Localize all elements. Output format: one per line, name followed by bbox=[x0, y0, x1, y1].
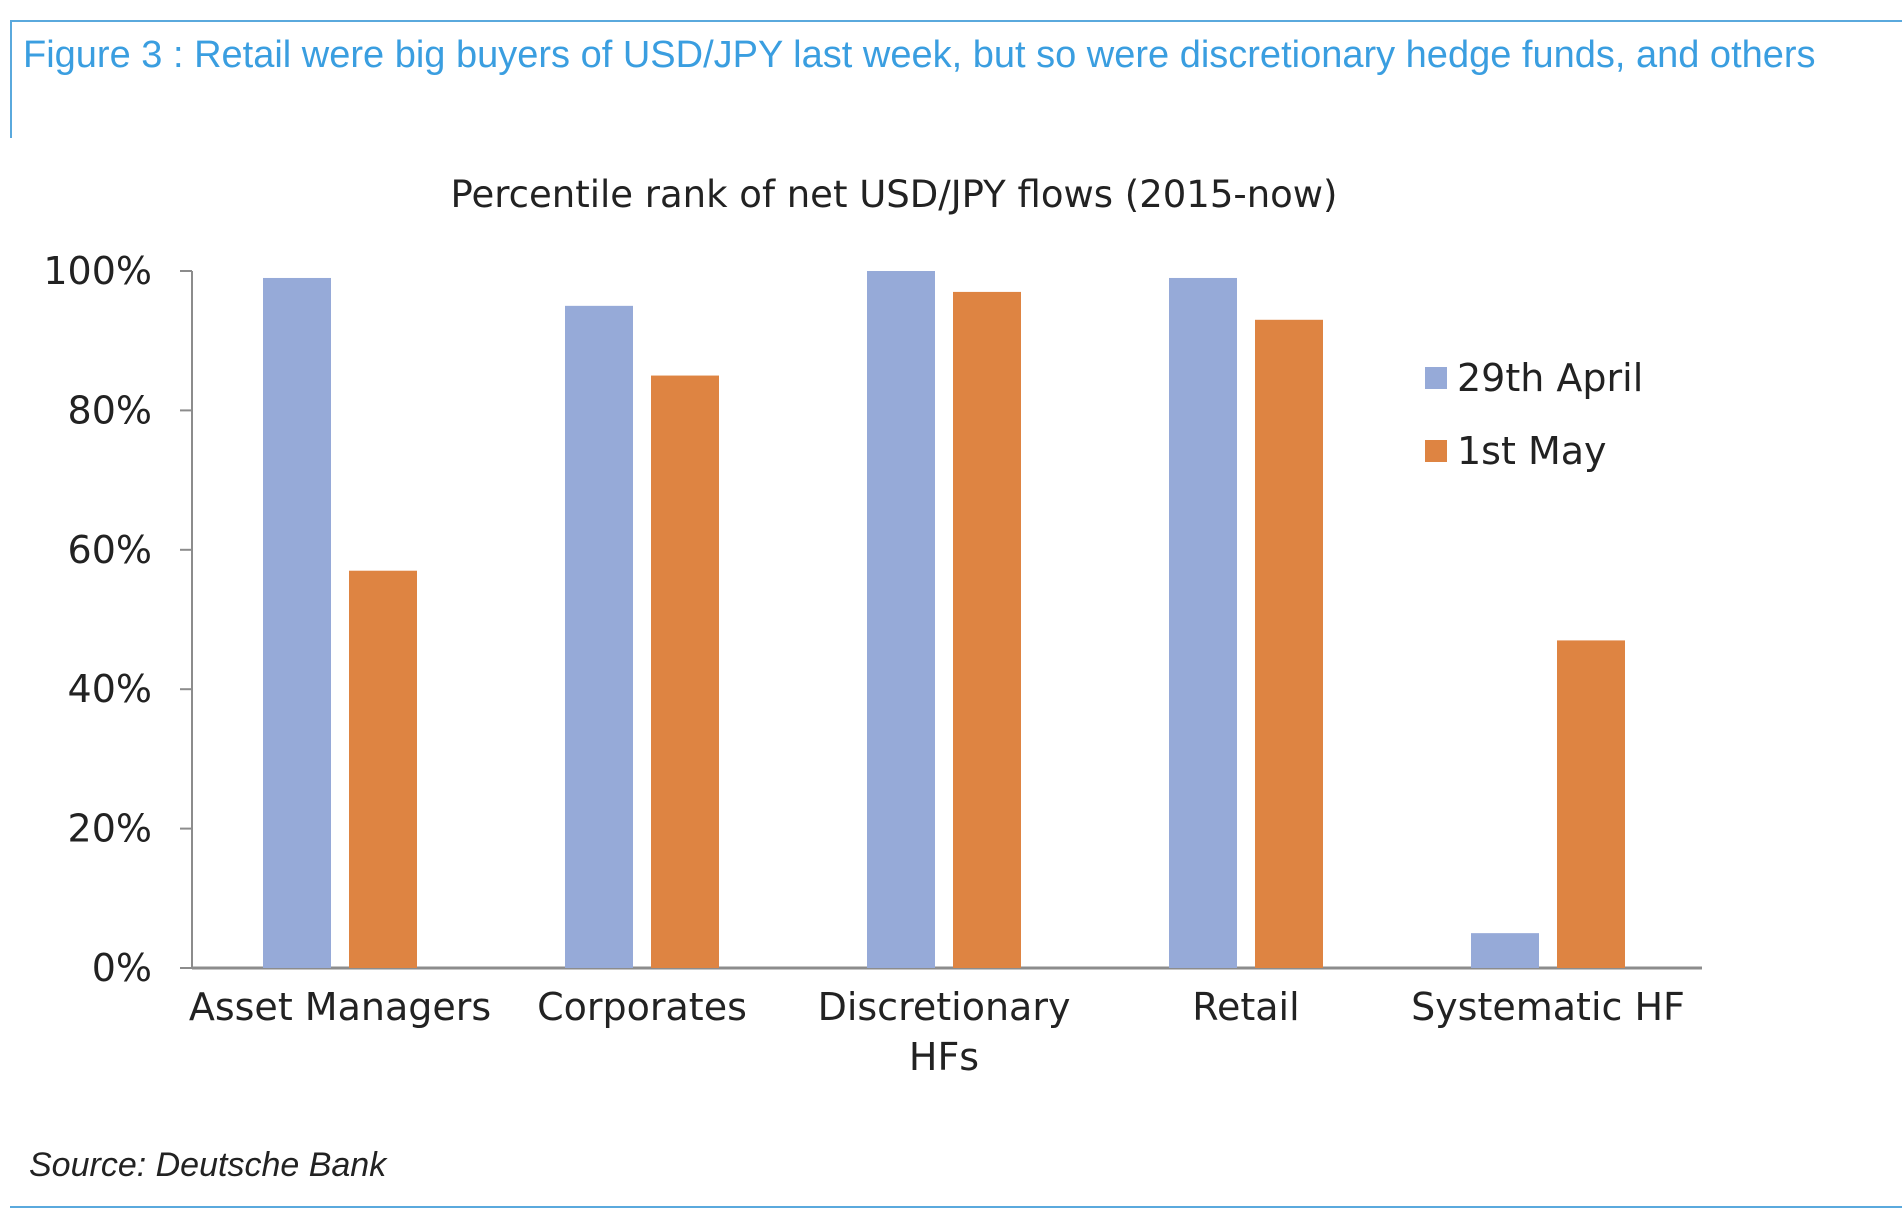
bar-may bbox=[1255, 319, 1323, 968]
y-tick-label: 20% bbox=[68, 807, 152, 851]
legend-label-may: 1st May bbox=[1457, 429, 1607, 473]
bar-chart: Percentile rank of net USD/JPY flows (20… bbox=[43, 173, 1702, 1079]
x-tick-label: Corporates bbox=[537, 985, 747, 1029]
source-note: Source: Deutsche Bank bbox=[29, 1146, 387, 1184]
x-tick-label: Systematic HF bbox=[1411, 985, 1685, 1029]
bar-april bbox=[1471, 933, 1539, 968]
y-tick-label: 80% bbox=[68, 388, 152, 432]
chart-container: Percentile rank of net USD/JPY flows (20… bbox=[0, 150, 1902, 1100]
chart-title: Percentile rank of net USD/JPY flows (20… bbox=[450, 173, 1337, 216]
legend-label-april: 29th April bbox=[1457, 356, 1643, 400]
bar-may bbox=[953, 291, 1021, 968]
bar-april bbox=[867, 271, 935, 968]
figure-frame bbox=[10, 20, 1902, 138]
legend-swatch-may bbox=[1425, 440, 1447, 462]
x-tick-label: Retail bbox=[1192, 985, 1299, 1029]
x-tick-label: Asset Managers bbox=[189, 985, 491, 1029]
bar-may bbox=[349, 570, 417, 968]
x-tick-label: Discretionary bbox=[818, 985, 1071, 1029]
bar-april bbox=[263, 277, 331, 969]
y-tick-label: 40% bbox=[68, 667, 152, 711]
legend-swatch-april bbox=[1425, 367, 1447, 389]
y-tick-label: 60% bbox=[68, 528, 152, 572]
x-tick-label: HFs bbox=[909, 1035, 979, 1079]
bar-april bbox=[1169, 277, 1237, 969]
figure-caption: Figure 3 : Retail were big buyers of USD… bbox=[23, 34, 1816, 76]
bar-may bbox=[1557, 640, 1625, 968]
bar-may bbox=[651, 375, 719, 968]
y-tick-label: 100% bbox=[43, 249, 152, 293]
bar-april bbox=[565, 305, 633, 969]
y-tick-label: 0% bbox=[92, 946, 152, 990]
bottom-rule bbox=[10, 1206, 1902, 1208]
